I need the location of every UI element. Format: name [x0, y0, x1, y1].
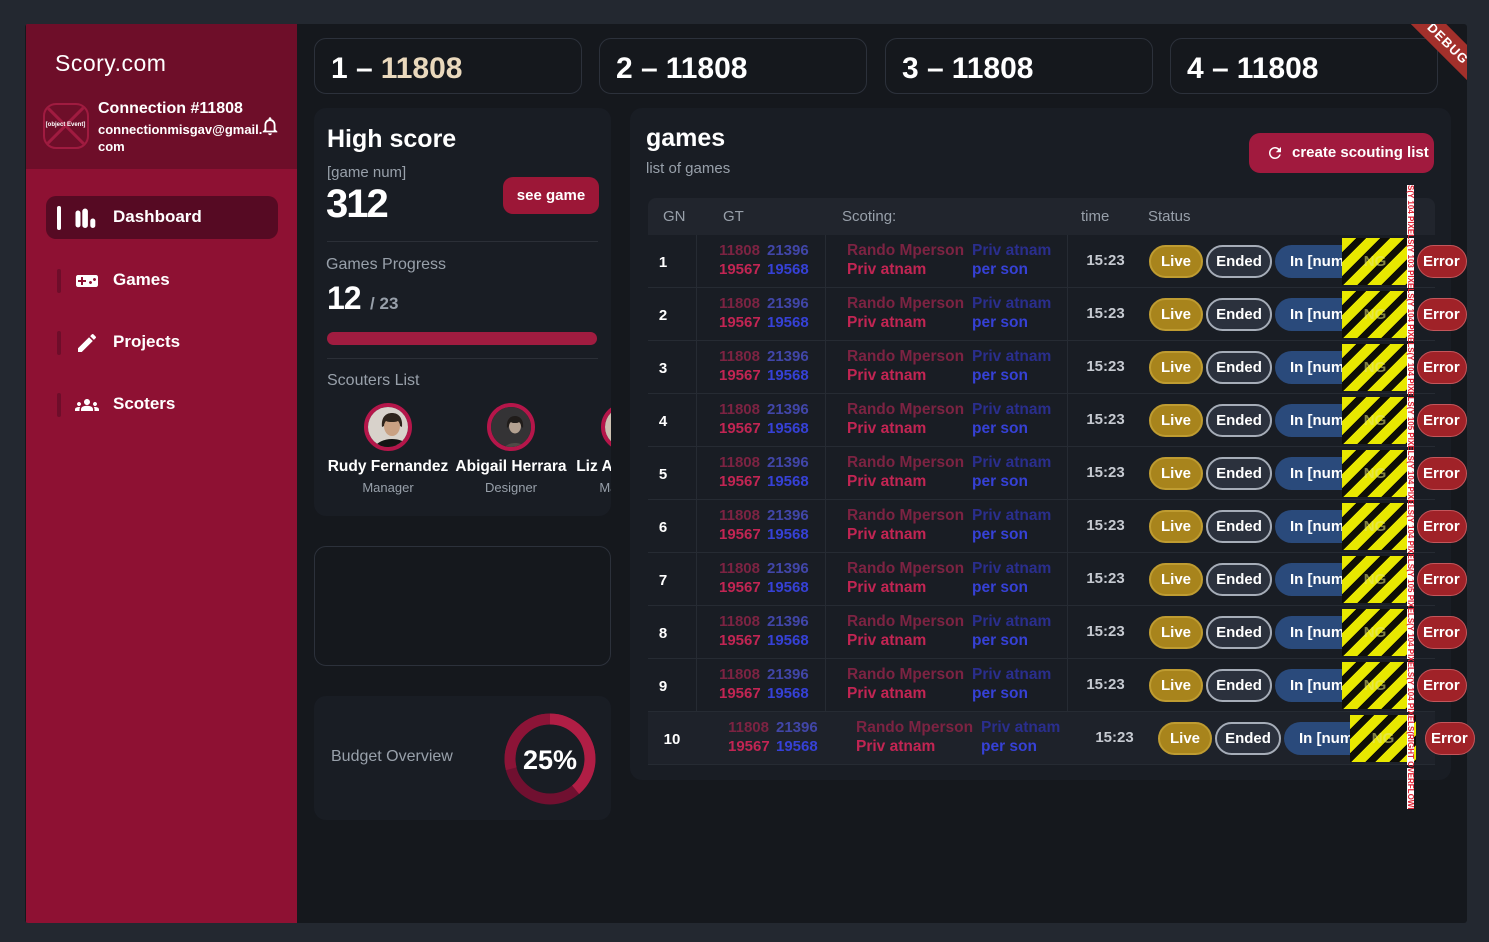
svg-text:25%: 25% [523, 745, 577, 775]
